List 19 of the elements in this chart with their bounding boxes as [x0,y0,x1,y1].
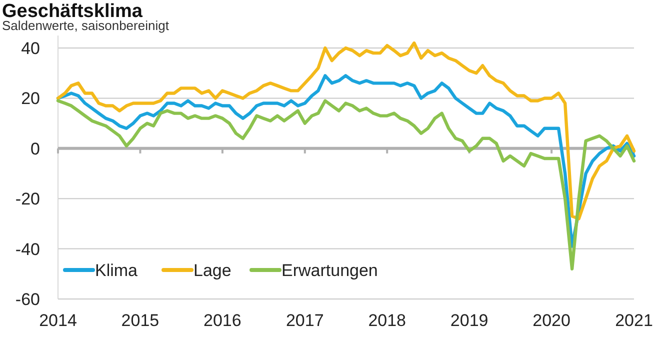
x-tick-label: 2016 [204,311,242,330]
x-tick-label: 2018 [368,311,406,330]
legend-label: Erwartungen [282,261,378,280]
x-tick-label: 2020 [532,311,570,330]
x-tick-label: 2021 [615,311,653,330]
line-series [56,74,636,248]
y-tick-label: -40 [15,240,40,259]
x-tick-label: 2019 [450,311,488,330]
legend-label: Klima [95,261,138,280]
x-tick-label: 2017 [286,311,324,330]
x-tick-label: 2014 [39,311,77,330]
y-tick-label: -20 [15,190,40,209]
y-tick-label: 0 [30,139,40,158]
y-tick-label: 20 [21,89,40,108]
y-tick-label: -60 [15,290,40,309]
x-tick-label: 2015 [121,311,160,330]
y-tick-label: 40 [21,39,40,58]
line-series [56,41,636,220]
legend-label: Lage [194,261,232,280]
